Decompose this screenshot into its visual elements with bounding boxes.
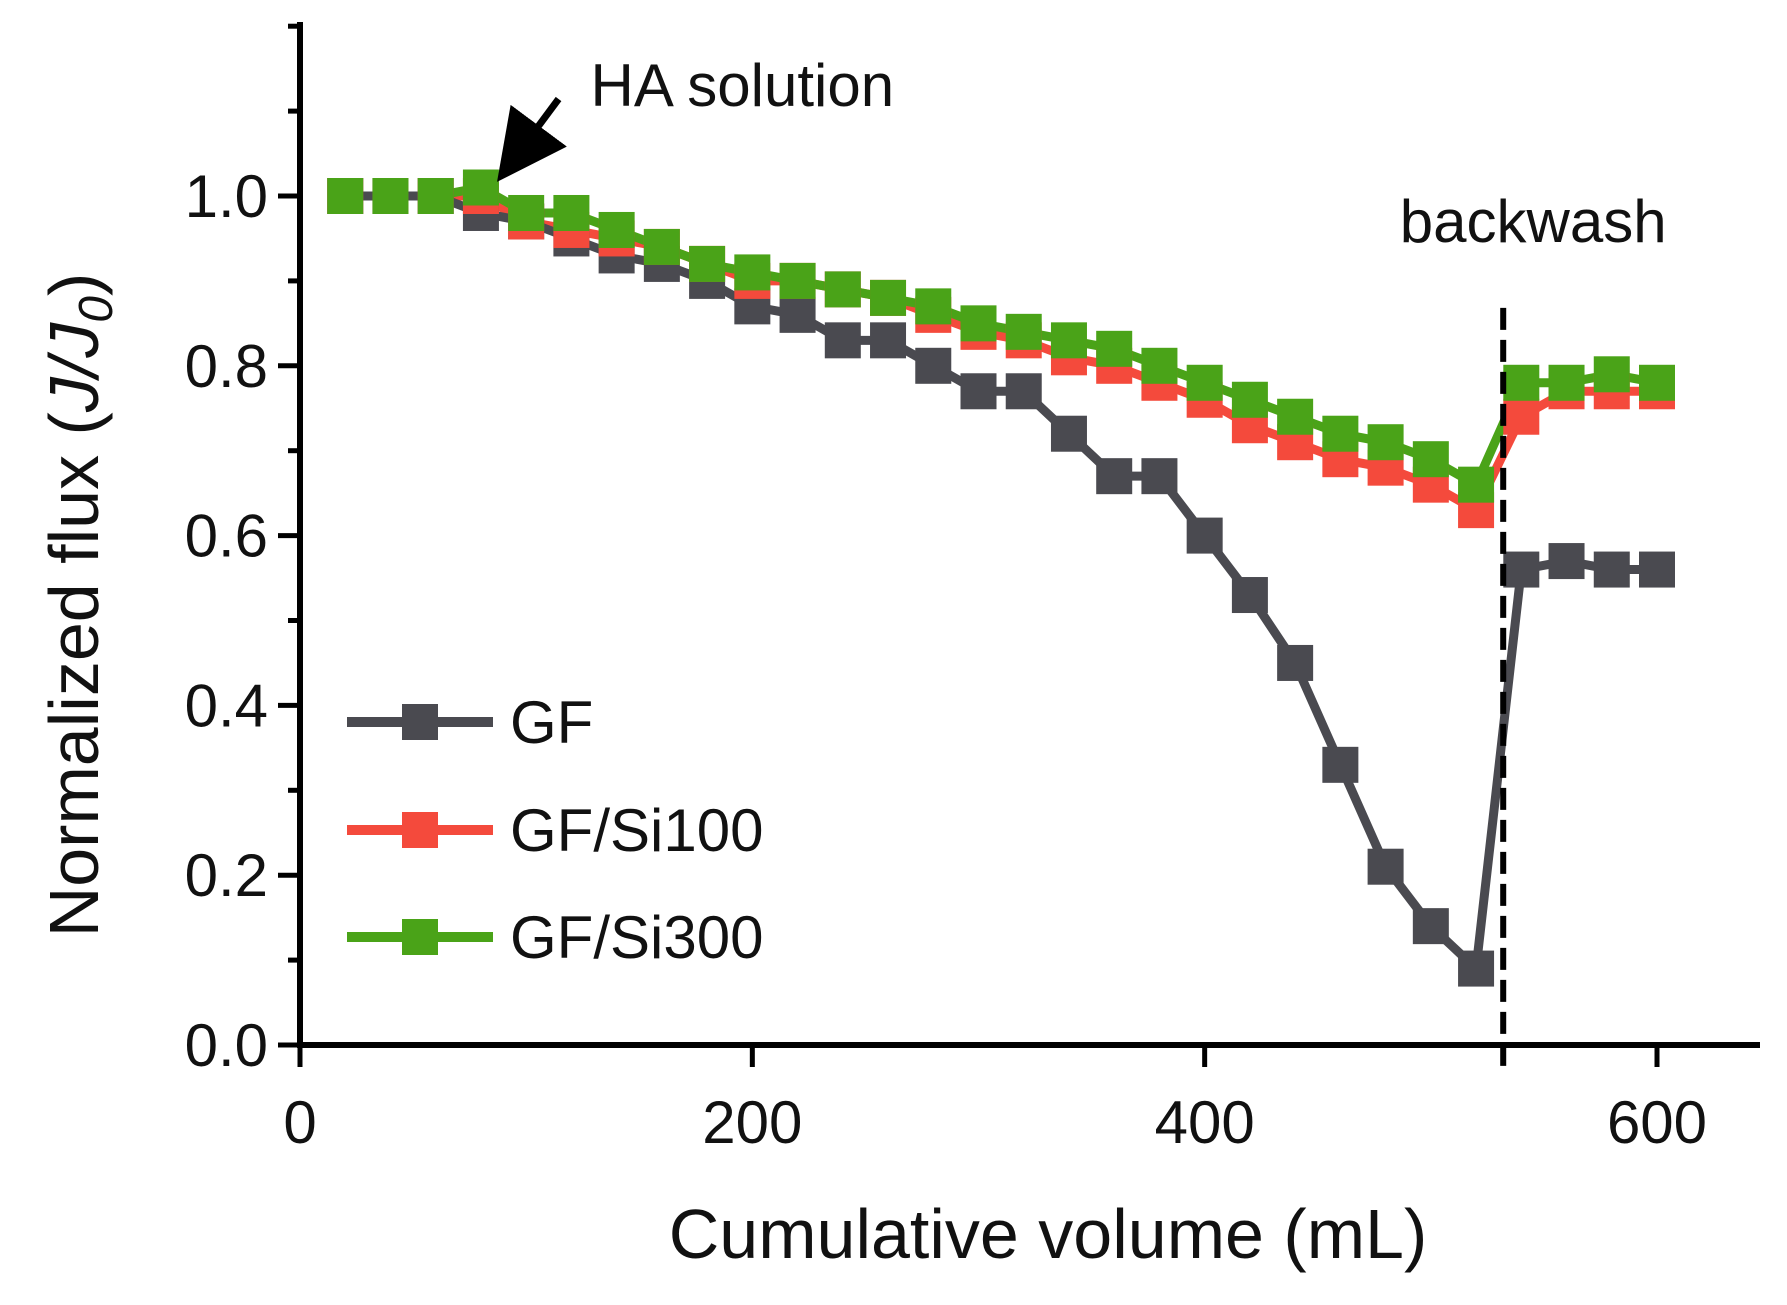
y-axis-title-prefix: Normalized flux ( [35, 412, 113, 937]
data-point-gf [1412, 908, 1449, 945]
ha-solution-annotation: HA solution [497, 52, 895, 182]
data-point-gf [1005, 373, 1042, 410]
ha-solution-label: HA solution [591, 52, 895, 119]
data-point-gf-si300 [915, 288, 952, 325]
data-point-gf [1458, 950, 1495, 987]
series-markers-group [327, 169, 1675, 987]
data-point-gf [1322, 746, 1359, 783]
data-point-gf [1639, 551, 1675, 588]
data-point-gf [1503, 551, 1540, 588]
legend: GF GF/Si100 GF/Si300 [347, 689, 763, 971]
data-point-gf-si300 [1050, 322, 1087, 359]
data-point-gf-si300 [689, 245, 726, 282]
y-axis-title-suffix: ) [35, 273, 113, 296]
data-point-gf-si300 [553, 194, 590, 231]
y-tick-label: 0.4 [185, 672, 268, 739]
data-point-gf-si300 [643, 228, 680, 265]
data-point-gf-si300 [372, 178, 409, 214]
legend-item-gf: GF [347, 689, 593, 756]
legend-label-gf-si300: GF/Si300 [510, 904, 763, 971]
data-point-gf-si300 [1005, 313, 1042, 350]
data-point-gf [1367, 848, 1404, 885]
data-point-gf-si300 [327, 178, 364, 214]
y-tick-label: 1.0 [185, 163, 268, 230]
backwash-label: backwash [1400, 188, 1667, 255]
legend-marker-gf-si100 [402, 812, 438, 848]
data-point-gf-si100 [1503, 398, 1540, 435]
data-point-gf [1050, 415, 1087, 452]
data-point-gf [1593, 551, 1630, 588]
axes-group [297, 22, 1760, 1048]
legend-marker-gf-si300 [402, 919, 438, 955]
x-tick-label: 400 [1155, 1089, 1255, 1156]
data-point-gf-si300 [1412, 441, 1449, 478]
data-point-gf-si300 [1141, 347, 1178, 384]
data-point-gf-si300 [1367, 424, 1404, 461]
legend-label-gf-si100: GF/Si100 [510, 797, 763, 864]
ha-solution-arrow [497, 96, 567, 182]
legend-label-gf: GF [510, 689, 593, 756]
data-point-gf-si300 [1277, 398, 1314, 435]
legend-marker-gf [402, 704, 438, 740]
legend-item-gf-si100: GF/Si100 [347, 797, 763, 864]
x-tick-label: 0 [283, 1089, 316, 1156]
x-tick-label: 600 [1607, 1089, 1707, 1156]
data-point-gf-si300 [1096, 330, 1133, 367]
backwash-annotation: backwash [1400, 188, 1667, 1073]
data-point-gf-si300 [1322, 415, 1359, 452]
y-axis-title-subscript: 0 [70, 296, 123, 323]
data-point-gf [779, 296, 816, 333]
data-point-gf-si300 [734, 254, 771, 291]
y-tick-label: 0.2 [185, 842, 268, 909]
data-point-gf [1231, 577, 1268, 614]
data-point-gf [960, 373, 997, 410]
data-point-gf [1141, 458, 1178, 495]
data-point-gf [824, 322, 861, 359]
data-point-gf [1186, 517, 1223, 554]
data-point-gf-si300 [462, 169, 499, 206]
data-point-gf-si300 [1593, 356, 1630, 393]
y-tick-label: 0.0 [185, 1012, 268, 1079]
data-point-gf-si300 [1458, 466, 1495, 503]
data-point-gf-si300 [960, 305, 997, 342]
legend-item-gf-si300: GF/Si300 [347, 904, 763, 971]
ticks-group: 0.0 0.2 0.4 0.6 0.8 1.0 0 200 400 600 [185, 23, 1707, 1156]
y-axis-title: Normalized flux (J/J0) [35, 273, 123, 938]
data-point-gf [1096, 458, 1133, 495]
data-point-gf-si300 [508, 194, 545, 231]
data-point-gf-si300 [1503, 364, 1540, 401]
data-point-gf-si300 [779, 262, 816, 299]
data-point-gf [1277, 644, 1314, 681]
y-axis-title-italic: J/J [35, 322, 113, 413]
data-point-gf-si300 [870, 279, 907, 316]
x-tick-label: 200 [702, 1089, 802, 1156]
data-point-gf-si300 [824, 271, 861, 308]
data-point-gf-si300 [1231, 381, 1268, 418]
data-point-gf-si300 [598, 211, 635, 248]
data-point-gf-si300 [1186, 364, 1223, 401]
data-point-gf [870, 322, 907, 359]
x-axis-title: Cumulative volume (mL) [669, 1195, 1428, 1273]
y-tick-label: 0.8 [185, 333, 268, 400]
data-point-gf-si300 [417, 178, 454, 214]
data-point-gf [1548, 543, 1585, 580]
data-point-gf-si300 [1639, 364, 1675, 401]
data-point-gf [915, 347, 952, 384]
y-tick-label: 0.6 [185, 503, 268, 570]
data-point-gf-si300 [1548, 364, 1585, 401]
